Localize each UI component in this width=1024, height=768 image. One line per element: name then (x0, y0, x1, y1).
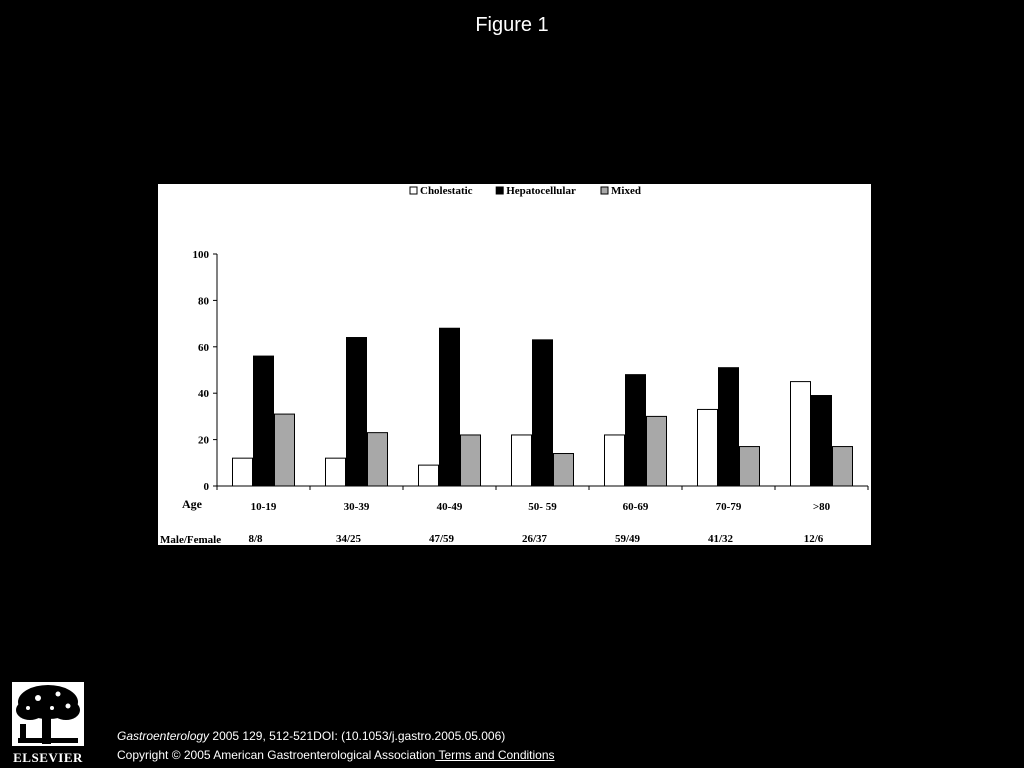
bar-cholestatic-0 (232, 457, 253, 487)
bar-hepatocellular-2 (439, 327, 460, 487)
citation-line: Gastroenterology 2005 129, 512-521DOI: (… (117, 727, 555, 746)
ratio-label-6: 12/6 (804, 533, 824, 545)
bar-mixed-1 (367, 432, 388, 487)
journal-name: Gastroenterology (117, 729, 210, 743)
footer: Gastroenterology 2005 129, 512-521DOI: (… (117, 727, 555, 765)
x-tick-label-2: 40-49 (437, 501, 463, 513)
ratio-label-4: 59/49 (615, 533, 641, 545)
bar-hepatocellular-3 (532, 339, 553, 487)
bar-cholestatic-6 (790, 381, 811, 487)
citation-details: 2005 129, 512-521DOI: (10.1053/j.gastro.… (209, 729, 506, 743)
svg-text:ELSEVIER: ELSEVIER (13, 750, 83, 765)
legend-swatch-2 (600, 186, 609, 195)
bar-mixed-0 (274, 413, 295, 487)
copyright-text: Copyright © 2005 American Gastroenterolo… (117, 748, 436, 762)
legend-swatch-0 (409, 186, 418, 195)
bar-mixed-6 (832, 446, 853, 487)
ratio-label-2: 47/59 (429, 533, 455, 545)
bar-hepatocellular-6 (811, 395, 832, 487)
bar-hepatocellular-5 (718, 367, 739, 487)
ratio-label-3: 26/37 (522, 533, 548, 545)
chart-panel: Cholestatic Hepatocellular Mixed 0 20 40 60 80 1… (158, 184, 871, 545)
bar-cholestatic-4 (604, 434, 625, 487)
row2-label: Male/Female (160, 534, 221, 545)
legend-label-2: Mixed (611, 185, 641, 197)
x-tick-label-6: >80 (813, 501, 831, 513)
ratio-label-1: 34/25 (336, 533, 362, 545)
bar-cholestatic-3 (511, 434, 532, 487)
bar-mixed-3 (553, 453, 574, 487)
bar-mixed-4 (646, 415, 667, 487)
y-tick-label-4: 80 (198, 295, 210, 307)
bar-hepatocellular-4 (625, 374, 646, 487)
y-tick-label-2: 40 (198, 388, 210, 400)
bar-cholestatic-1 (325, 457, 346, 487)
legend-label-1: Hepatocellular (506, 185, 576, 197)
bar-cholestatic-2 (418, 464, 439, 487)
y-tick-label-3: 60 (198, 342, 210, 354)
x-tick-label-4: 60-69 (623, 501, 649, 513)
bar-hepatocellular-0 (253, 355, 274, 487)
bar-chart: Cholestatic Hepatocellular Mixed 0 20 40 60 80 1… (160, 185, 869, 545)
legend-swatch-1 (495, 186, 504, 195)
x-tick-label-3: 50- 59 (528, 501, 557, 513)
elsevier-logo: ELSEVIER (8, 680, 88, 766)
bar-cholestatic-5 (697, 408, 718, 487)
ratio-label-0: 8/8 (248, 533, 263, 545)
bar-mixed-2 (460, 434, 481, 487)
figure-title: Figure 1 (475, 14, 549, 36)
x-tick-label-5: 70-79 (716, 501, 742, 513)
legend-label-0: Cholestatic (420, 185, 473, 197)
bar-hepatocellular-1 (346, 337, 367, 487)
x-tick-label-1: 30-39 (344, 501, 370, 513)
y-tick-label-0: 0 (204, 481, 210, 493)
ratio-label-5: 41/32 (708, 533, 734, 545)
x-tick-label-0: 10-19 (251, 501, 277, 513)
copyright-line: Copyright © 2005 American Gastroenterolo… (117, 746, 555, 765)
y-tick-label-5: 100 (193, 249, 210, 261)
x-axis-label: Age (182, 497, 203, 511)
terms-link[interactable]: Terms and Conditions (435, 748, 555, 762)
y-tick-label-1: 20 (198, 435, 210, 447)
bar-mixed-5 (739, 446, 760, 487)
